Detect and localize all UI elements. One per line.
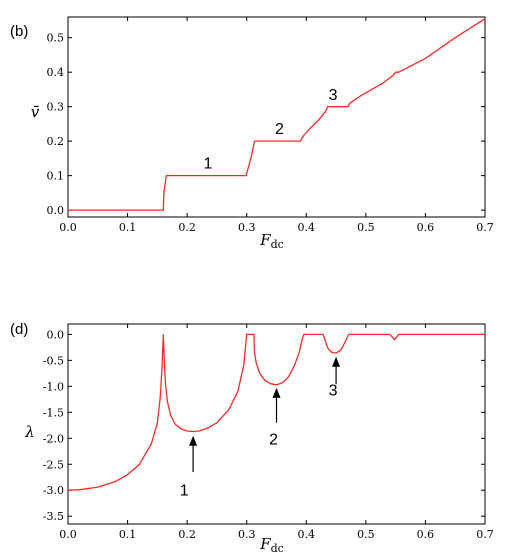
y-tick-label: -3.0 bbox=[43, 484, 64, 497]
x-tick-label: 0.2 bbox=[178, 528, 196, 541]
y-tick-label: -2.0 bbox=[43, 432, 64, 445]
annotations-d: 1 2 3 bbox=[180, 383, 338, 500]
y-tick-label: -1.0 bbox=[43, 380, 64, 393]
y-tick-label: -0.5 bbox=[43, 354, 64, 367]
x-tick-label: 0.1 bbox=[119, 221, 137, 234]
panel-d: (d) 0.0 0.1 0.2 0.3 0.4 0.5 0.6 0.7 0.0 -0.5 -1.0… bbox=[10, 321, 494, 555]
y-tick-label: 0.0 bbox=[47, 328, 65, 341]
y-tick-label: 0.4 bbox=[47, 66, 65, 79]
y-tick-label: -2.5 bbox=[43, 458, 64, 471]
panel-label-d: (d) bbox=[10, 321, 28, 338]
annotation-label: 1 bbox=[180, 482, 189, 499]
y-axis-label-d: λ bbox=[24, 423, 35, 441]
x-tick-label: 0.0 bbox=[59, 221, 77, 234]
annotations-b: 1 2 3 bbox=[204, 87, 338, 173]
x-tick-label: 0.6 bbox=[417, 528, 435, 541]
y-ticks-d: 0.0 -0.5 -1.0 -1.5 -2.0 -2.5 -3.0 -3.5 bbox=[43, 328, 485, 523]
x-ticks-b: 0.0 0.1 0.2 0.3 0.4 0.5 0.6 0.7 bbox=[59, 17, 494, 234]
x-tick-label: 0.1 bbox=[119, 528, 137, 541]
x-tick-label: 0.7 bbox=[476, 221, 494, 234]
y-tick-label: 0.3 bbox=[47, 101, 65, 114]
y-tick-label: 0.5 bbox=[47, 32, 65, 45]
panel-b: (b) 0.0 0.1 0.2 0.3 0.4 0.5 0.6 0.7 0.00.10.20.… bbox=[10, 16, 494, 251]
x-axis-label-d: Fdc bbox=[259, 535, 284, 555]
arrow-head bbox=[272, 387, 281, 398]
x-axis-label-sub-b: dc bbox=[271, 238, 284, 251]
x-tick-label: 0.4 bbox=[298, 221, 316, 234]
panel-label-b: (b) bbox=[10, 23, 28, 40]
x-axis-label-main-d: F bbox=[259, 535, 271, 553]
y-tick-label: -1.5 bbox=[43, 406, 64, 419]
annotation-label: 3 bbox=[329, 87, 338, 104]
annotation-label: 2 bbox=[275, 121, 284, 138]
y-tick-label: 0.1 bbox=[47, 170, 65, 183]
annotation-label: 2 bbox=[269, 432, 278, 449]
x-tick-label: 0.0 bbox=[59, 528, 77, 541]
y-ticks-b: 0.0 0.1 0.2 0.3 0.4 0.5 bbox=[47, 32, 485, 217]
arrow-head bbox=[189, 435, 198, 446]
y-axis-label-b: v̄ bbox=[31, 103, 40, 121]
x-axis-label-sub-d: dc bbox=[271, 542, 284, 555]
x-axis-label-main-b: F bbox=[259, 231, 271, 249]
annotation-label: 3 bbox=[329, 383, 338, 400]
lyapunov-curve bbox=[67, 333, 485, 491]
x-tick-label: 0.3 bbox=[238, 221, 256, 234]
x-tick-label: 0.4 bbox=[298, 528, 316, 541]
x-tick-label: 0.2 bbox=[178, 221, 196, 234]
x-tick-label: 0.6 bbox=[417, 221, 435, 234]
annotation-label: 1 bbox=[204, 156, 213, 173]
plot-frame-d bbox=[67, 323, 486, 525]
x-tick-label: 0.7 bbox=[476, 528, 494, 541]
y-tick-label: -3.5 bbox=[43, 510, 64, 523]
x-ticks-d: 0.0 0.1 0.2 0.3 0.4 0.5 0.6 0.7 bbox=[59, 324, 494, 541]
arrow-head bbox=[332, 356, 341, 367]
velocity-curve bbox=[68, 18, 486, 211]
x-axis-label-b: Fdc bbox=[259, 231, 284, 251]
plot-frame-b bbox=[67, 16, 486, 218]
x-tick-label: 0.5 bbox=[357, 528, 375, 541]
arrows-d bbox=[189, 356, 341, 473]
y-tick-label: 0.0 bbox=[47, 204, 65, 217]
x-tick-label: 0.3 bbox=[238, 528, 256, 541]
x-tick-label: 0.5 bbox=[357, 221, 375, 234]
y-tick-label: 0.2 bbox=[47, 135, 65, 148]
